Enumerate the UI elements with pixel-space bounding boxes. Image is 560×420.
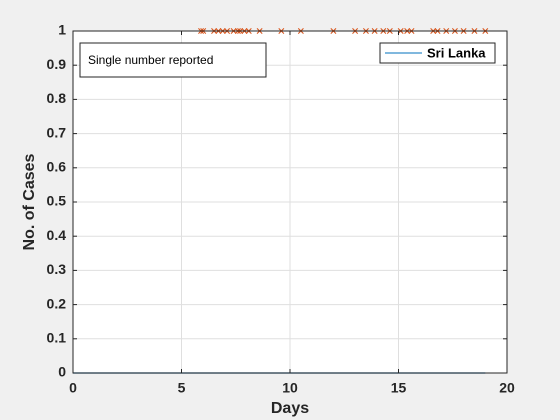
y-tick-label: 0.5 <box>47 193 67 209</box>
x-tick-label: 5 <box>178 380 186 396</box>
y-tick-label: 0.4 <box>47 227 67 243</box>
annotation-text: Single number reported <box>88 53 213 67</box>
y-tick-label: 1 <box>58 22 66 38</box>
x-tick-label: 10 <box>282 380 298 396</box>
y-tick-label: 0.9 <box>47 56 67 72</box>
x-axis-label: Days <box>271 400 309 417</box>
x-tick-label: 0 <box>69 380 77 396</box>
y-tick-label: 0.1 <box>47 330 67 346</box>
grid <box>72 30 508 374</box>
legend-label-sri-lanka: Sri Lanka <box>427 45 486 60</box>
y-tick-label: 0 <box>58 364 66 380</box>
y-tick-label: 0.7 <box>47 124 67 140</box>
y-tick-label: 0.6 <box>47 159 67 175</box>
x-tick-label: 20 <box>499 380 515 396</box>
y-tick-label: 0.8 <box>47 90 67 106</box>
annotation-box: Single number reported <box>79 42 267 78</box>
legend: Sri Lanka <box>379 42 496 64</box>
y-tick-label: 0.3 <box>47 261 67 277</box>
x-tick-label: 15 <box>391 380 407 396</box>
y-axis-label: No. of Cases <box>21 153 38 250</box>
ticks: 0 5 10 15 20 0 0.1 0.2 0.3 0.4 0.5 0.6 0.7 0.8 0.9 1 <box>47 22 515 396</box>
y-tick-label: 0.2 <box>47 295 67 311</box>
